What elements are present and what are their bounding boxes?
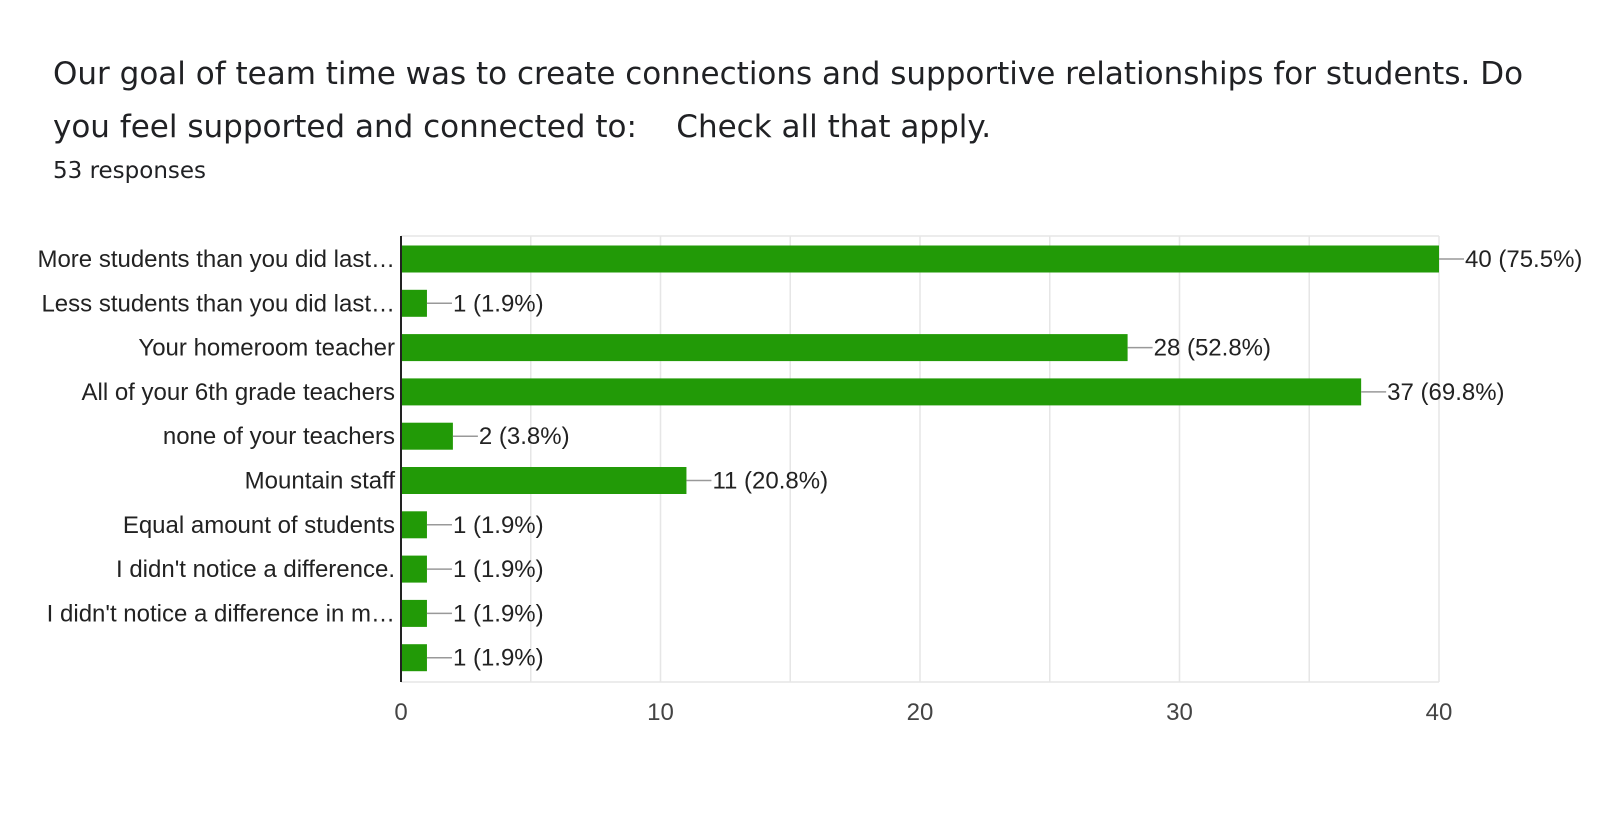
- data-label: 40 (75.5%): [1465, 246, 1582, 273]
- bar: [401, 334, 1128, 362]
- x-tick-label: 10: [647, 699, 674, 726]
- bar: [401, 555, 427, 583]
- category-label: Your homeroom teacher: [138, 335, 395, 362]
- data-label: 28 (52.8%): [1154, 335, 1271, 362]
- x-tick-label: 40: [1426, 699, 1453, 726]
- data-label: 37 (69.8%): [1387, 379, 1504, 406]
- data-label: 1 (1.9%): [453, 645, 544, 672]
- bar: [401, 422, 453, 450]
- response-count: 53 responses: [53, 158, 207, 184]
- bar: [401, 644, 427, 672]
- bar: [401, 511, 427, 539]
- bar: [401, 245, 1439, 273]
- data-label: 1 (1.9%): [453, 556, 544, 583]
- category-label: Equal amount of students: [123, 512, 395, 539]
- category-label: Less students than you did last…: [41, 290, 395, 317]
- category-label: none of your teachers: [163, 423, 395, 450]
- bars: [401, 245, 1464, 672]
- data-label: 1 (1.9%): [453, 600, 544, 627]
- data-label: 1 (1.9%): [453, 512, 544, 539]
- data-label: 2 (3.8%): [479, 423, 570, 450]
- bar: [401, 289, 427, 317]
- bar: [401, 378, 1362, 406]
- bar: [401, 599, 427, 627]
- x-tick-label: 20: [907, 699, 934, 726]
- bar: [401, 467, 687, 494]
- x-tick-label: 30: [1166, 699, 1193, 726]
- category-label: I didn't notice a difference in m…: [47, 600, 395, 627]
- category-label: All of your 6th grade teachers: [81, 379, 395, 406]
- question-title: Our goal of team time was to create conn…: [53, 56, 1533, 145]
- category-label: I didn't notice a difference.: [116, 556, 395, 583]
- labels: 0 10 20 30 40 40 (75.5%) More students than yo…: [37, 236, 1582, 726]
- data-label: 1 (1.9%): [453, 290, 544, 317]
- data-label: 11 (20.8%): [712, 468, 828, 495]
- category-label: Mountain staff: [245, 468, 396, 495]
- category-label: More students than you did last…: [37, 246, 395, 273]
- grid-layer: [401, 235, 1440, 683]
- x-tick-label: 0: [394, 699, 407, 726]
